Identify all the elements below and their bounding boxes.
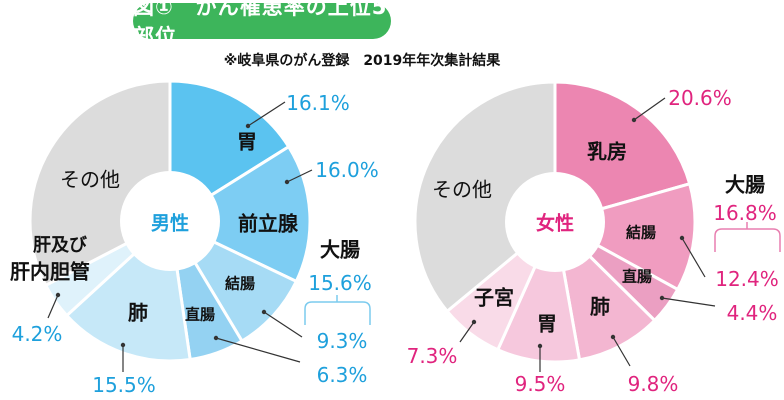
leader-dot [213,335,219,341]
leader-dot [679,235,685,241]
leader-line [47,294,59,319]
leader-line [286,169,313,183]
female-label-lung: 肺 [590,294,610,319]
male-group-value: 15.6% [308,271,372,295]
male-value-colon: 9.3% [316,329,368,353]
leader-dot [610,334,616,340]
female-group-value: 16.8% [713,201,777,225]
female-label-uterus: 子宮 [474,285,514,310]
chart-subtitle: ※岐阜県のがん登録 2019年年次集計結果 [223,53,501,69]
female-label-stomach: 胃 [537,311,557,336]
leader-dot [631,117,637,123]
female-center-label: 女性 [535,212,575,235]
male-group-label: 大腸 [320,237,360,262]
female-slice [551,181,697,292]
female-value-colon: 12.4% [715,267,779,291]
male-slice [166,144,312,284]
leader-line [215,337,301,363]
leader-dot [471,319,477,325]
leader-line [633,97,666,121]
male-donut-hole [120,171,220,271]
female-label-colon: 結腸 [625,223,657,242]
leader-line [263,311,303,338]
male-value-stomach: 16.1% [286,91,350,115]
female-label-other: その他 [432,177,492,202]
leader-dot [55,292,61,298]
male-label-other: その他 [60,167,120,192]
leader-dot [284,179,290,185]
male-label-prostate: 前立腺 [238,211,298,236]
male-value-liver: 4.2% [11,322,63,346]
female-group-label: 大腸 [725,172,765,197]
leader-dot [261,309,267,315]
male-center-label: 男性 [150,212,190,235]
female-label-breast: 乳房 [587,139,627,164]
male-value-prostate: 16.0% [315,158,379,182]
female-value-lung: 9.8% [627,372,679,396]
leader-dot [245,123,251,129]
leader-line [459,321,475,343]
leader-line [247,101,286,127]
female-value-stomach: 9.5% [514,372,566,396]
leader-line [661,297,716,307]
female-slice [413,80,557,314]
leader-dot [537,343,543,349]
male-label-colon: 結腸 [224,274,256,293]
male-label-liver-1: 肝及び [33,235,87,256]
male-value-rectum: 6.3% [316,363,368,387]
female-value-rectum: 4.4% [726,301,778,325]
female-donut-hole [505,172,605,272]
leader-dot [120,342,126,348]
female-value-uterus: 7.3% [406,344,458,368]
female-value-breast: 20.6% [668,86,732,110]
leader-line [612,336,631,367]
male-label-rectum: 直腸 [184,305,216,324]
leader-dot [659,295,665,301]
female-label-rectum: 直腸 [621,267,653,286]
male-value-lung: 15.5% [92,373,156,397]
leader-line [681,237,706,278]
male-label-liver-2: 肝内胆管 [10,259,90,284]
male-label-lung: 肺 [128,300,148,325]
male-colorectal-bracket [304,295,371,325]
male-label-stomach: 胃 [237,129,257,154]
female-colorectal-bracket [714,222,781,252]
